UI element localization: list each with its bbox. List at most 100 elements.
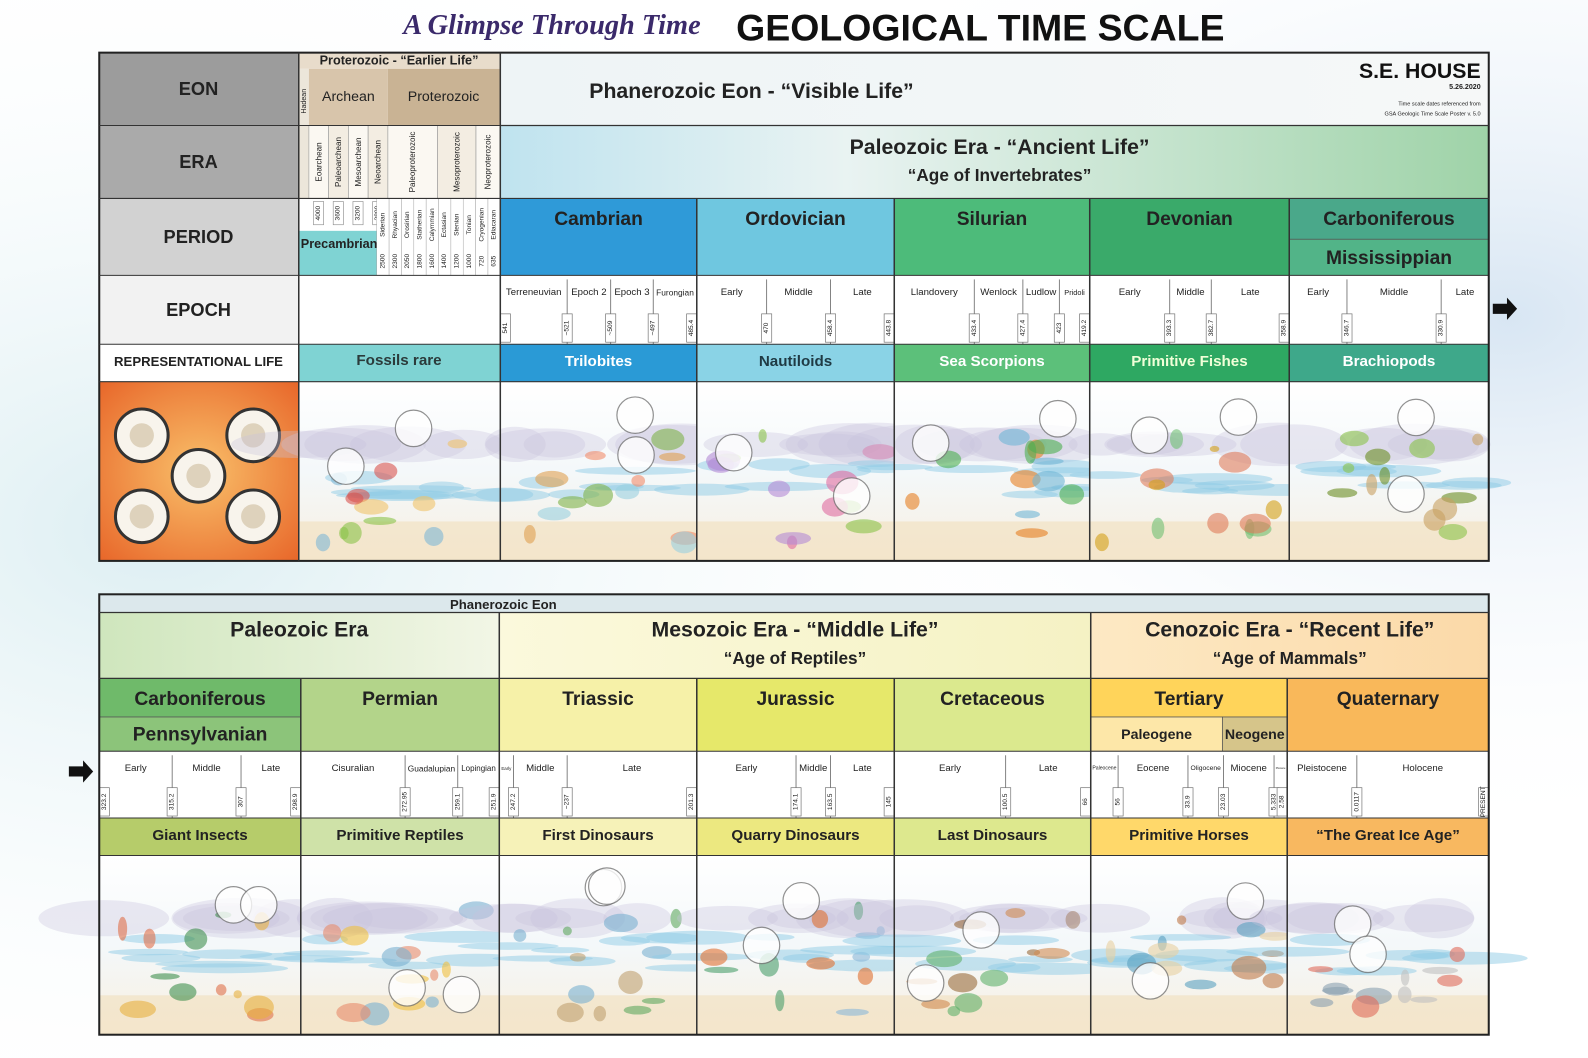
age-label: 201.3 [688,793,695,810]
scene-creature [1339,430,1369,447]
age-label: 443.8 [886,319,893,336]
hadean-cell [298,68,309,199]
scene-creature [557,496,587,509]
scene-creature [1015,528,1049,538]
scene-creature [425,996,439,1008]
scene-water [1069,471,1142,479]
scene-creature [1033,947,1070,959]
scene-creature [835,1008,869,1016]
scene-creature [1032,470,1065,492]
period-label: Devonian [1146,209,1233,230]
age-box [561,313,573,343]
age-label: 3600 [335,205,342,220]
fossil-core [186,463,211,488]
scene-inset [1397,398,1435,437]
period-label: Stenian [454,213,461,236]
scene-creature [1236,921,1266,938]
scene-creature [523,524,536,544]
age-label: ~509 [607,320,614,335]
epoch-label: Miocene [1231,763,1267,774]
scene-creature [1400,969,1410,986]
scene-creature [593,1005,607,1022]
scene-creature [1365,448,1391,466]
scene-creature [641,997,666,1004]
epoch-cell [99,751,301,819]
scene-creature [1151,517,1165,540]
scene-creature [1259,931,1292,941]
scene-water [282,950,370,957]
age-box [1017,313,1029,343]
life-label: Last Dinosaurs [938,827,1048,844]
poster-title: GEOLOGICAL TIME SCALE [736,6,1224,48]
era-subtitle: “Age of Invertebrates” [908,165,1092,185]
scene-inset [1333,905,1372,943]
period-cell [1090,678,1288,717]
epoch-cell [1089,275,1290,345]
scene-creature [340,522,362,544]
scene-creature [1351,995,1380,1018]
scene-inset [394,409,433,448]
scene-creature [1148,942,1179,959]
scene-creature [363,516,397,525]
scene-inset [616,396,654,434]
scene-creature [1422,966,1459,975]
age-label: 433.4 [971,319,978,336]
period-label: Tertiary [1154,689,1223,710]
epoch-label: Pleistocene [1297,763,1347,774]
scene-mountain [472,903,558,933]
period-cell [1287,678,1489,752]
scene-creature [1239,513,1271,534]
age-box [313,201,324,226]
age-label: 427.4 [1019,319,1026,336]
scene-water [646,930,750,945]
scene-creature [947,1005,961,1017]
eon-group-label: Proterozoic - “Earlier Life” [320,54,479,68]
age-box [1435,313,1447,343]
scene-creature [569,952,586,962]
epoch-label: Middle [784,287,812,298]
row-label: REPRESENTATIONAL LIFE [114,354,283,369]
era-label: Paleozoic Era - “Ancient Life” [850,135,1150,159]
epoch-label: Late [1456,287,1475,298]
scene-creature [670,908,682,929]
period-label: Statherian [416,209,423,239]
scene-creature [862,444,897,460]
age-label: 470 [763,322,770,333]
period-label: Siderian [379,212,386,236]
scene-creature [876,926,885,937]
scene-inset [1226,882,1265,920]
scene-creature [631,475,646,487]
scene-creature [845,519,882,534]
eon-label: Phanerozoic Eon - “Visible Life” [589,79,913,103]
age-label: 1400 [441,254,448,269]
eon-label: Phanerozoic Eon [450,597,557,612]
scene-water [121,953,201,963]
scene-water [924,465,1019,474]
scene-inset [1349,935,1387,974]
epoch-label: Oligocene [1190,765,1221,772]
scene-inset [742,926,781,965]
scene-creature [1438,524,1468,541]
scene-mountain [879,905,954,932]
epoch-label: Middle [1176,287,1204,298]
scene-creature [1397,986,1412,1004]
era-label: Mesoproterozoic [452,132,461,192]
era-label: Cenozoic Era - “Recent Life” [1145,618,1434,642]
scene-creature [233,990,242,999]
epoch-cell [499,751,697,819]
epoch-label: Early [125,763,147,774]
scene-creature [340,925,369,946]
scene-creature [1366,473,1378,496]
period-label: Cambrian [554,209,643,230]
scene-creature [584,451,606,461]
epoch-label: Late [262,763,281,774]
scene-creature [583,483,614,508]
age-label: 541 [502,322,509,333]
age-box [399,787,411,817]
row-label-cell [99,344,299,382]
scene-creature [1005,908,1026,918]
scene-inset [714,433,753,472]
epoch-cell [298,275,501,345]
